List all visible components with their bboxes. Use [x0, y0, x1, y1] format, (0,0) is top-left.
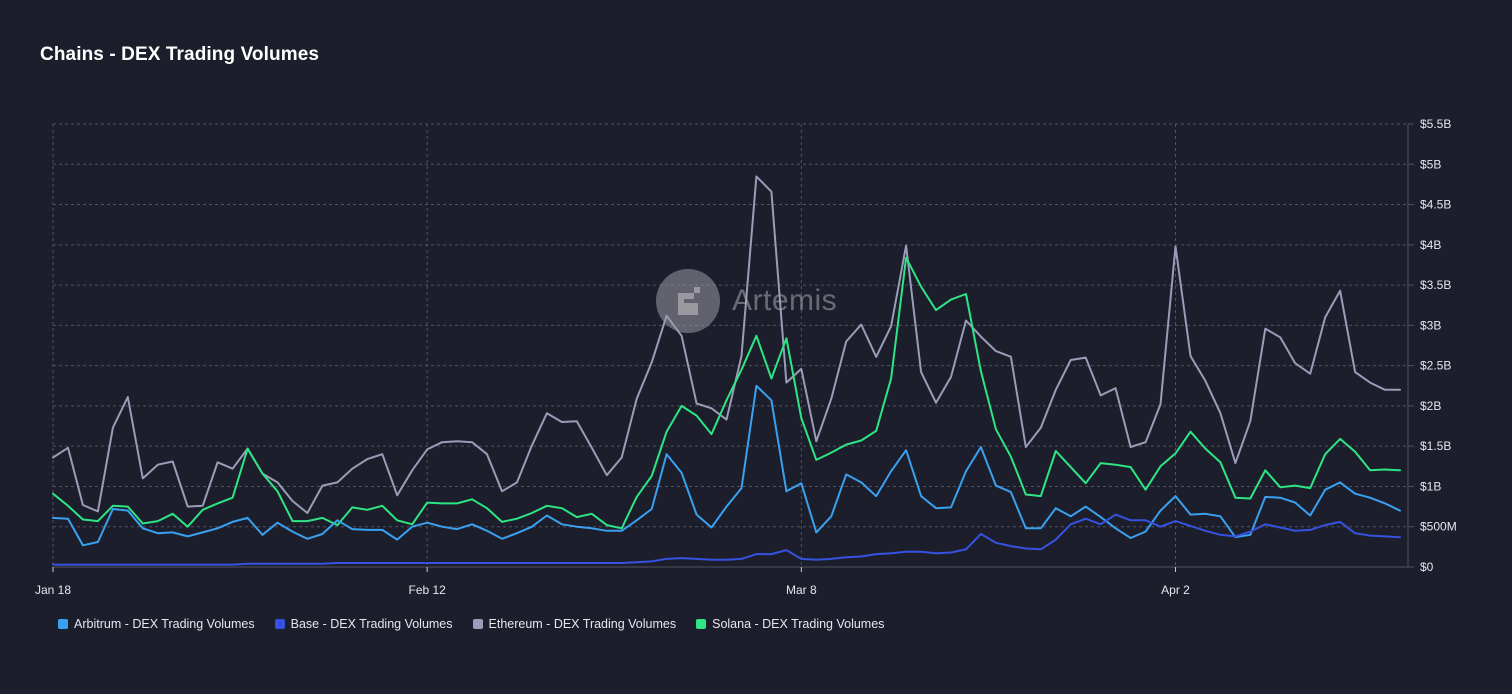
legend-item-base[interactable]: Base - DEX Trading Volumes — [274, 617, 453, 631]
y-tick-label: $1B — [1420, 479, 1441, 493]
y-tick-label: $1.5B — [1420, 439, 1451, 453]
y-tick-label: $0 — [1420, 560, 1434, 574]
chart-legend: Arbitrum - DEX Trading Volumes Base - DE… — [58, 617, 884, 631]
y-tick-label: $4B — [1420, 238, 1441, 252]
chart-title: Chains - DEX Trading Volumes — [40, 44, 320, 65]
legend-item-ethereum[interactable]: Ethereum - DEX Trading Volumes — [472, 617, 677, 631]
x-tick-label: Jan 18 — [35, 583, 71, 597]
y-tick-label: $2B — [1420, 399, 1441, 413]
y-tick-label: $3B — [1420, 318, 1441, 332]
artemis-watermark: Artemis — [656, 269, 837, 333]
series-line-solana — [52, 256, 1401, 530]
legend-swatch-ethereum — [472, 619, 483, 629]
legend-swatch-arbitrum — [58, 619, 68, 629]
y-tick-label: $3.5B — [1420, 278, 1451, 292]
legend-swatch-solana — [696, 619, 707, 629]
legend-label-ethereum: Ethereum - DEX Trading Volumes — [488, 617, 677, 631]
x-tick-label: Mar 8 — [786, 583, 817, 597]
series-line-ethereum — [52, 175, 1401, 514]
y-tick-label: $5.5B — [1420, 117, 1451, 131]
legend-swatch-base — [274, 619, 285, 629]
series-line-base — [52, 513, 1401, 566]
legend-item-arbitrum[interactable]: Arbitrum - DEX Trading Volumes — [58, 617, 255, 631]
y-tick-label: $2.5B — [1420, 359, 1451, 373]
x-tick-label: Apr 2 — [1161, 583, 1190, 597]
y-tick-label: $4.5B — [1420, 198, 1451, 212]
series-line-arbitrum — [52, 384, 1401, 547]
artemis-logo-icon — [656, 269, 720, 333]
x-tick-label: Feb 12 — [408, 583, 446, 597]
legend-label-base: Base - DEX Trading Volumes — [290, 617, 453, 631]
legend-label-arbitrum: Arbitrum - DEX Trading Volumes — [74, 617, 255, 631]
legend-item-solana[interactable]: Solana - DEX Trading Volumes — [696, 617, 884, 631]
artemis-watermark-text: Artemis — [732, 284, 838, 317]
legend-label-solana: Solana - DEX Trading Volumes — [712, 617, 885, 631]
y-tick-label: $5B — [1420, 157, 1441, 171]
y-tick-label: $500M — [1420, 520, 1457, 534]
